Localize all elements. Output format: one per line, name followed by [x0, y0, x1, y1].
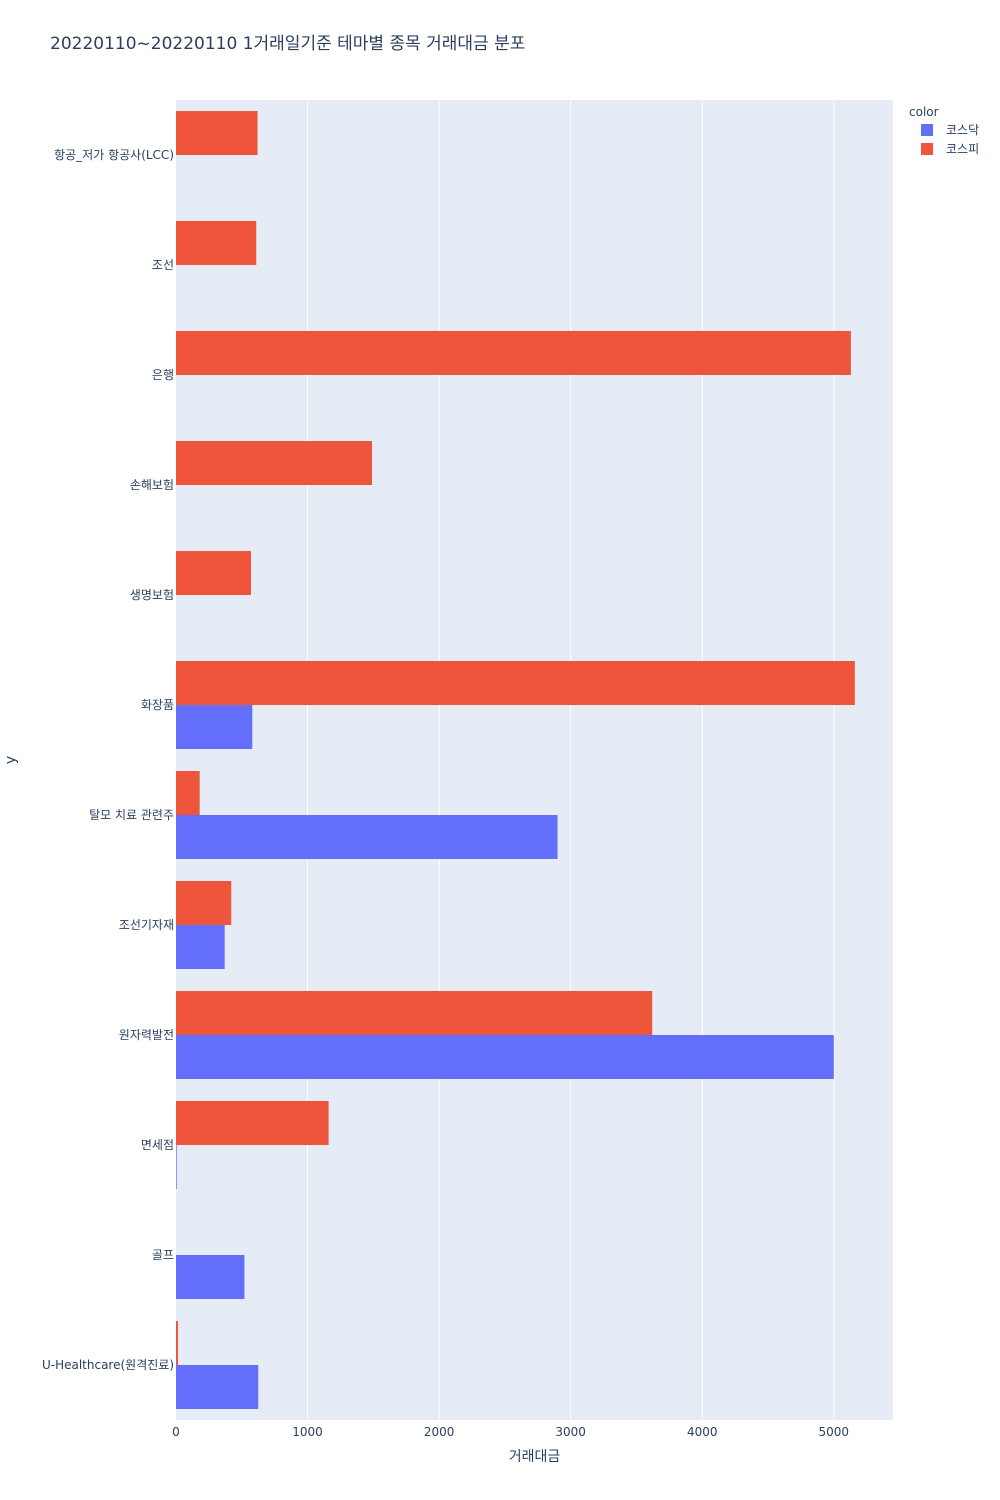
legend-swatch-kosdaq	[921, 124, 933, 136]
plot-background	[176, 100, 893, 1420]
y-tick-label: 은행	[152, 367, 174, 382]
bar-kospi-u-healthcare-원격진료[interactable]	[176, 1321, 178, 1365]
y-tick-label: 조선기자재	[119, 918, 174, 932]
bar-kosdaq-조선기자재[interactable]	[176, 925, 225, 969]
bar-kospi-은행[interactable]	[176, 331, 851, 375]
bar-kosdaq-면세점[interactable]	[176, 1145, 177, 1189]
y-tick-label: 손해보험	[130, 478, 174, 492]
y-tick-label: 화장품	[141, 698, 174, 712]
y-axis-title: y	[3, 756, 19, 764]
chart-title: 20220110~20220110 1거래일기준 테마별 종목 거래대금 분포	[50, 34, 525, 54]
legend: color 코스닥 코스피	[909, 105, 979, 156]
y-tick-label: 면세점	[141, 1138, 174, 1152]
bar-kospi-생명보험[interactable]	[176, 551, 251, 595]
y-tick-label: 원자력발전	[119, 1028, 174, 1042]
bar-kospi-면세점[interactable]	[176, 1101, 329, 1145]
legend-swatch-kospi	[921, 143, 933, 155]
bar-kospi-조선기자재[interactable]	[176, 881, 232, 925]
x-tick-label: 5000	[819, 1425, 850, 1439]
bar-kosdaq-탈모-치료-관련주[interactable]	[176, 815, 558, 859]
x-ticks: 0 1000 2000 3000 4000 5000	[172, 1425, 849, 1439]
bar-kosdaq-화장품[interactable]	[176, 705, 253, 749]
grid-layer	[307, 100, 835, 1420]
x-tick-label: 1000	[292, 1425, 323, 1439]
x-tick-label: 2000	[424, 1425, 455, 1439]
bar-kosdaq-골프[interactable]	[176, 1255, 245, 1299]
bar-kospi-원자력발전[interactable]	[176, 991, 653, 1035]
x-tick-label: 0	[172, 1425, 180, 1439]
y-tick-label: 생명보험	[130, 588, 174, 602]
legend-label-kospi: 코스피	[946, 142, 979, 156]
y-tick-label: 항공_저가 항공사(LCC)	[54, 148, 174, 162]
legend-title: color	[909, 105, 939, 119]
legend-label-kosdaq: 코스닥	[946, 123, 979, 137]
y-tick-label: 골프	[152, 1248, 174, 1262]
bar-kospi-손해보험[interactable]	[176, 441, 373, 485]
y-tick-label: 탈모 치료 관련주	[89, 808, 174, 822]
bar-kosdaq-u-healthcare-원격진료[interactable]	[176, 1365, 259, 1409]
bars-layer	[176, 111, 855, 1409]
bar-kosdaq-원자력발전[interactable]	[176, 1035, 834, 1079]
bar-kospi-조선[interactable]	[176, 221, 257, 265]
x-axis-title: 거래대금	[509, 1449, 561, 1465]
legend-item-kosdaq[interactable]: 코스닥	[921, 123, 979, 137]
bar-kospi-항공-저가-항공사-lcc[interactable]	[176, 111, 258, 155]
x-tick-label: 4000	[687, 1425, 718, 1439]
bar-kospi-화장품[interactable]	[176, 661, 855, 705]
x-tick-label: 3000	[555, 1425, 586, 1439]
y-tick-label: U-Healthcare(원격진료)	[42, 1358, 174, 1372]
y-tick-label: 조선	[152, 258, 174, 272]
legend-item-kospi[interactable]: 코스피	[921, 142, 979, 156]
bar-kospi-탈모-치료-관련주[interactable]	[176, 771, 200, 815]
